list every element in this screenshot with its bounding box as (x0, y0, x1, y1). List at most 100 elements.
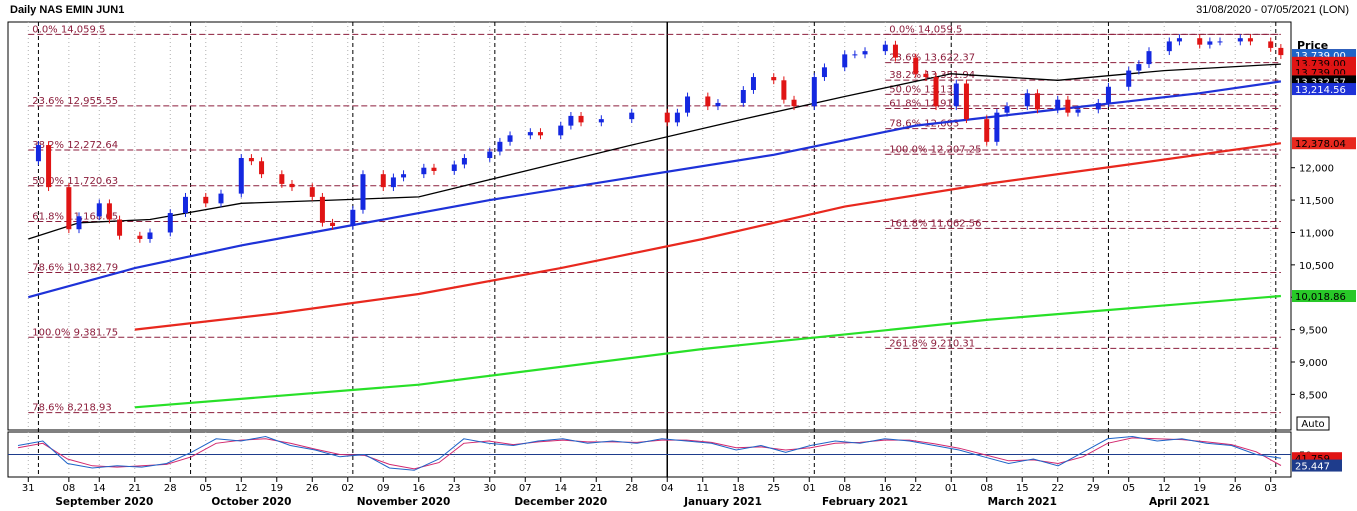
candle-body (421, 167, 427, 175)
fib-level-label: 0.0% 14,059.5 (889, 24, 962, 35)
candle-body (451, 164, 457, 171)
candle-body (821, 67, 827, 78)
candle-body (842, 54, 848, 68)
candle-body (1004, 106, 1010, 113)
candle-body (882, 44, 888, 52)
time-tick-label: 22 (1051, 483, 1064, 494)
time-tick-label: 26 (1229, 483, 1242, 494)
fib-level-label: 61.8% 12,914 (889, 99, 959, 110)
time-tick-label: 26 (306, 483, 319, 494)
candle-body (66, 187, 72, 230)
candle-body (279, 174, 285, 184)
candle-body (35, 145, 41, 162)
time-tick-label: 03 (1264, 483, 1277, 494)
candle-body (923, 73, 929, 78)
price-tag-label: 13,739.00 (1295, 59, 1346, 70)
candle-body (537, 132, 543, 136)
time-tick-label: 01 (945, 483, 958, 494)
time-tick-label: 12 (1158, 483, 1171, 494)
candle-body (137, 235, 143, 239)
candle-body (167, 213, 173, 233)
fib-level-label: 23.6% 12,955.55 (32, 96, 118, 107)
candle-body (259, 161, 265, 175)
month-label: February 2021 (822, 496, 908, 508)
candle-body (1278, 47, 1284, 56)
candle-body (350, 209, 356, 226)
stochastic-d-tag (1292, 459, 1342, 472)
time-tick-label: 28 (164, 483, 177, 494)
candle-body (629, 112, 635, 120)
candle-body (360, 174, 366, 210)
fib-level-label: 78.6% 8,218.93 (32, 403, 111, 414)
price-tick-label: 10,500 (1299, 261, 1334, 272)
candle-body (1166, 41, 1172, 52)
time-tick-label: 23 (448, 483, 461, 494)
price-tag (1292, 83, 1356, 96)
auto-label: Auto (1301, 419, 1324, 430)
plot-frame (7, 21, 1292, 431)
time-tick-label: 15 (1016, 483, 1029, 494)
time-tick-label: 12 (235, 483, 248, 494)
candle-body (1268, 41, 1274, 48)
candle-body (771, 77, 777, 81)
time-tick-label: 30 (483, 483, 496, 494)
candle-body (862, 51, 868, 55)
candle-body (1176, 38, 1182, 42)
price-tag (1292, 56, 1356, 69)
price-tag-label: 13,739.00 (1295, 51, 1346, 62)
price-axis-label: Price (1297, 39, 1328, 52)
time-tick-label: 14 (554, 483, 567, 494)
candle-body (791, 99, 797, 107)
price-tag-label: 13,214.56 (1295, 85, 1346, 96)
fib-level-label: 261.8% 9,210.31 (889, 338, 975, 349)
candle-body (892, 44, 898, 58)
candle-body (487, 151, 493, 158)
time-tick-label: 16 (412, 483, 425, 494)
candle-body (852, 54, 858, 56)
price-tag-label: 13,332.57 (1295, 77, 1346, 88)
candle-body (1136, 64, 1142, 71)
price-tick-label: 11,500 (1299, 196, 1334, 207)
candle-body (1024, 93, 1030, 107)
month-label: March 2021 (988, 496, 1057, 508)
time-tick-label: 08 (62, 483, 75, 494)
time-tick-label: 29 (1087, 483, 1100, 494)
fib-level-label: 0.0% 14,059.5 (32, 24, 105, 35)
time-tick-label: 05 (199, 483, 212, 494)
price-tag (1292, 137, 1356, 150)
auto-scale-button[interactable]: Auto (1296, 416, 1330, 431)
candle-body (147, 232, 153, 239)
price-tick-label: 12,000 (1299, 164, 1334, 175)
time-tick-label: 04 (661, 483, 674, 494)
candle-body (1197, 38, 1203, 45)
month-label: December 2020 (514, 496, 607, 508)
candle-body (674, 112, 680, 123)
candle-body (76, 216, 82, 230)
moving-average-line (28, 80, 1282, 299)
candle-body (705, 96, 711, 107)
candle-body (390, 177, 396, 188)
month-label: April 2021 (1149, 496, 1210, 508)
candle-body (309, 187, 315, 197)
time-tick-label: 08 (838, 483, 851, 494)
month-label: October 2020 (211, 496, 291, 508)
time-tick-label: 25 (767, 483, 780, 494)
candle-body (248, 158, 254, 162)
candle-body (750, 77, 756, 90)
candle-body (46, 145, 52, 188)
candle-body (1105, 86, 1111, 103)
price-tick-label: 8,500 (1299, 390, 1328, 401)
time-tick-label: 18 (732, 483, 745, 494)
time-tick-label: 22 (909, 483, 922, 494)
stochastic-d-label: 25.447 (1295, 462, 1330, 473)
candle-body (461, 158, 467, 165)
candle-body (1237, 38, 1243, 42)
candle-body (96, 203, 102, 217)
candle-body (289, 183, 295, 188)
date-range: 31/08/2020 - 07/05/2021 (LON) (1196, 4, 1349, 16)
candle-body (1217, 41, 1223, 43)
candle-body (1207, 41, 1213, 45)
month-label: November 2020 (357, 496, 451, 508)
